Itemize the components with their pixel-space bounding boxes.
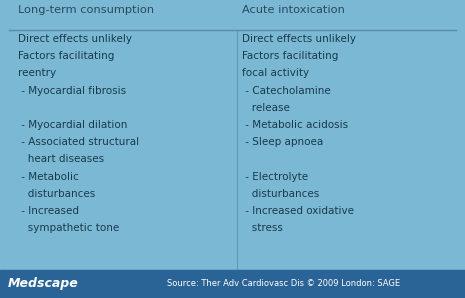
Text: sympathetic tone: sympathetic tone bbox=[18, 223, 119, 233]
Text: Medscape: Medscape bbox=[8, 277, 79, 291]
Text: Direct effects unlikely: Direct effects unlikely bbox=[242, 34, 356, 44]
Text: - Myocardial dilation: - Myocardial dilation bbox=[18, 120, 127, 130]
Text: - Sleep apnoea: - Sleep apnoea bbox=[242, 137, 323, 147]
Text: release: release bbox=[242, 103, 290, 113]
Text: - Associated structural: - Associated structural bbox=[18, 137, 139, 147]
Text: Long-term consumption: Long-term consumption bbox=[18, 5, 154, 15]
Text: heart diseases: heart diseases bbox=[18, 154, 104, 164]
Text: - Metabolic acidosis: - Metabolic acidosis bbox=[242, 120, 348, 130]
Text: disturbances: disturbances bbox=[242, 189, 319, 199]
Text: stress: stress bbox=[242, 223, 283, 233]
Text: - Myocardial fibrosis: - Myocardial fibrosis bbox=[18, 86, 126, 96]
Text: Factors facilitating: Factors facilitating bbox=[242, 51, 339, 61]
Text: - Electrolyte: - Electrolyte bbox=[242, 172, 308, 181]
Text: - Increased oxidative: - Increased oxidative bbox=[242, 206, 354, 216]
Text: reentry: reentry bbox=[18, 69, 56, 78]
Text: Source: Ther Adv Cardiovasc Dis © 2009 London: SAGE: Source: Ther Adv Cardiovasc Dis © 2009 L… bbox=[167, 280, 400, 288]
Text: Direct effects unlikely: Direct effects unlikely bbox=[18, 34, 132, 44]
Text: focal activity: focal activity bbox=[242, 69, 309, 78]
Bar bbox=[0, 270, 465, 298]
Text: - Metabolic: - Metabolic bbox=[18, 172, 79, 181]
Text: - Catecholamine: - Catecholamine bbox=[242, 86, 331, 96]
Text: - Increased: - Increased bbox=[18, 206, 79, 216]
Text: disturbances: disturbances bbox=[18, 189, 95, 199]
Text: Factors facilitating: Factors facilitating bbox=[18, 51, 114, 61]
Text: Acute intoxication: Acute intoxication bbox=[242, 5, 345, 15]
